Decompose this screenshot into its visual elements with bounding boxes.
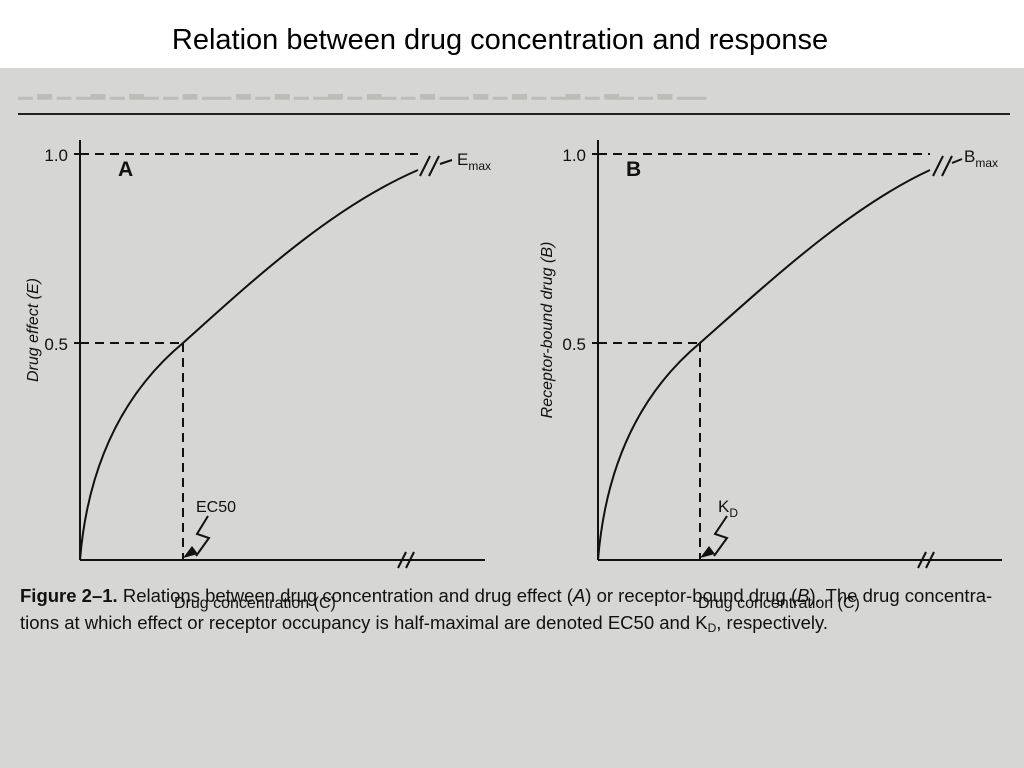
caption-panel-b-ref: B — [797, 585, 810, 606]
caption-text-1: Relations between drug concentration and… — [122, 585, 573, 606]
panel-b-axis-break-1 — [917, 551, 927, 569]
panel-b-tick-top-label: 1.0 — [562, 146, 586, 165]
panel-b-curve-tail — [951, 158, 963, 164]
panel-a-axis-break-1 — [397, 551, 407, 569]
panel-a-y-label: Drug effect (E) — [25, 278, 42, 382]
panel-a-ec50-pointer — [195, 515, 211, 557]
caption-panel-a-ref: A — [572, 585, 586, 606]
panel-a-curve-tail — [439, 159, 453, 165]
panel-b-kd-pointer — [713, 515, 729, 557]
panel-a-axis-break-2 — [405, 551, 415, 569]
panel-b-tick-mid-label: 0.5 — [562, 335, 586, 354]
panel-b-axis-break-2 — [925, 551, 935, 569]
panel-b: 1.0 0.5 B Receptor-bound drug (B) Drug c… — [539, 140, 1002, 612]
caption-kd-subscript: D — [707, 621, 717, 635]
panel-b-y-label: Receptor-bound drug (B) — [539, 242, 556, 419]
figure-2-1: 1.0 0.5 A Drug effect (E) Drug concentra… — [18, 113, 1010, 612]
caption-figure-label: Figure 2–1. — [20, 585, 118, 606]
panel-a-curve-break-1 — [419, 155, 431, 177]
caption-text-2: ) or receptor-bound drug ( — [585, 585, 798, 606]
panel-a-x-label: Drug concentration (C) — [174, 595, 336, 612]
bleed-through-texture: ▁ ▂ ▁ ▁▂ ▁ ▂▁ ▁ ▂ ▁▁ ▂ ▁ ▂ ▁ ▁▂ ▁ ▂▁ ▁ ▂… — [18, 79, 707, 100]
panel-b-curve-break-1 — [932, 155, 944, 177]
panel-b-kd-arrowhead — [700, 546, 715, 558]
panel-b-letter: B — [626, 158, 641, 181]
caption-text-4: tions at which effect or receptor occupa… — [20, 612, 708, 633]
panel-a-tick-top-label: 1.0 — [44, 146, 68, 165]
panel-b-kd-label: KD — [718, 497, 738, 520]
panel-a-letter: A — [118, 158, 133, 181]
panel-b-x-label: Drug concentration (C) — [698, 595, 860, 612]
panel-a-ec50-arrowhead — [183, 546, 198, 558]
scanned-figure: ▁ ▂ ▁ ▁▂ ▁ ▂▁ ▁ ▂ ▁▁ ▂ ▁ ▂ ▁ ▁▂ ▁ ▂▁ ▁ ▂… — [0, 68, 1024, 768]
panel-a-ec50-label: EC50 — [196, 499, 236, 516]
panel-b-curve-break-2 — [941, 155, 953, 177]
panel-a: 1.0 0.5 A Drug effect (E) Drug concentra… — [25, 140, 491, 612]
caption-text-5: , respectively. — [716, 612, 829, 633]
panel-b-curve — [597, 169, 931, 561]
panel-b-bmax-label: Bmax — [964, 147, 998, 170]
caption-text-3: ). The drug concentra- — [809, 585, 993, 606]
panel-a-tick-mid-label: 0.5 — [44, 335, 68, 354]
figure-caption: Figure 2–1. Relations between drug conce… — [20, 582, 1010, 642]
slide-title: Relation between drug concentration and … — [171, 24, 829, 56]
panel-a-emax-label: Emax — [457, 150, 491, 173]
panel-a-curve-break-2 — [428, 155, 440, 177]
panel-a-curve — [79, 169, 419, 561]
